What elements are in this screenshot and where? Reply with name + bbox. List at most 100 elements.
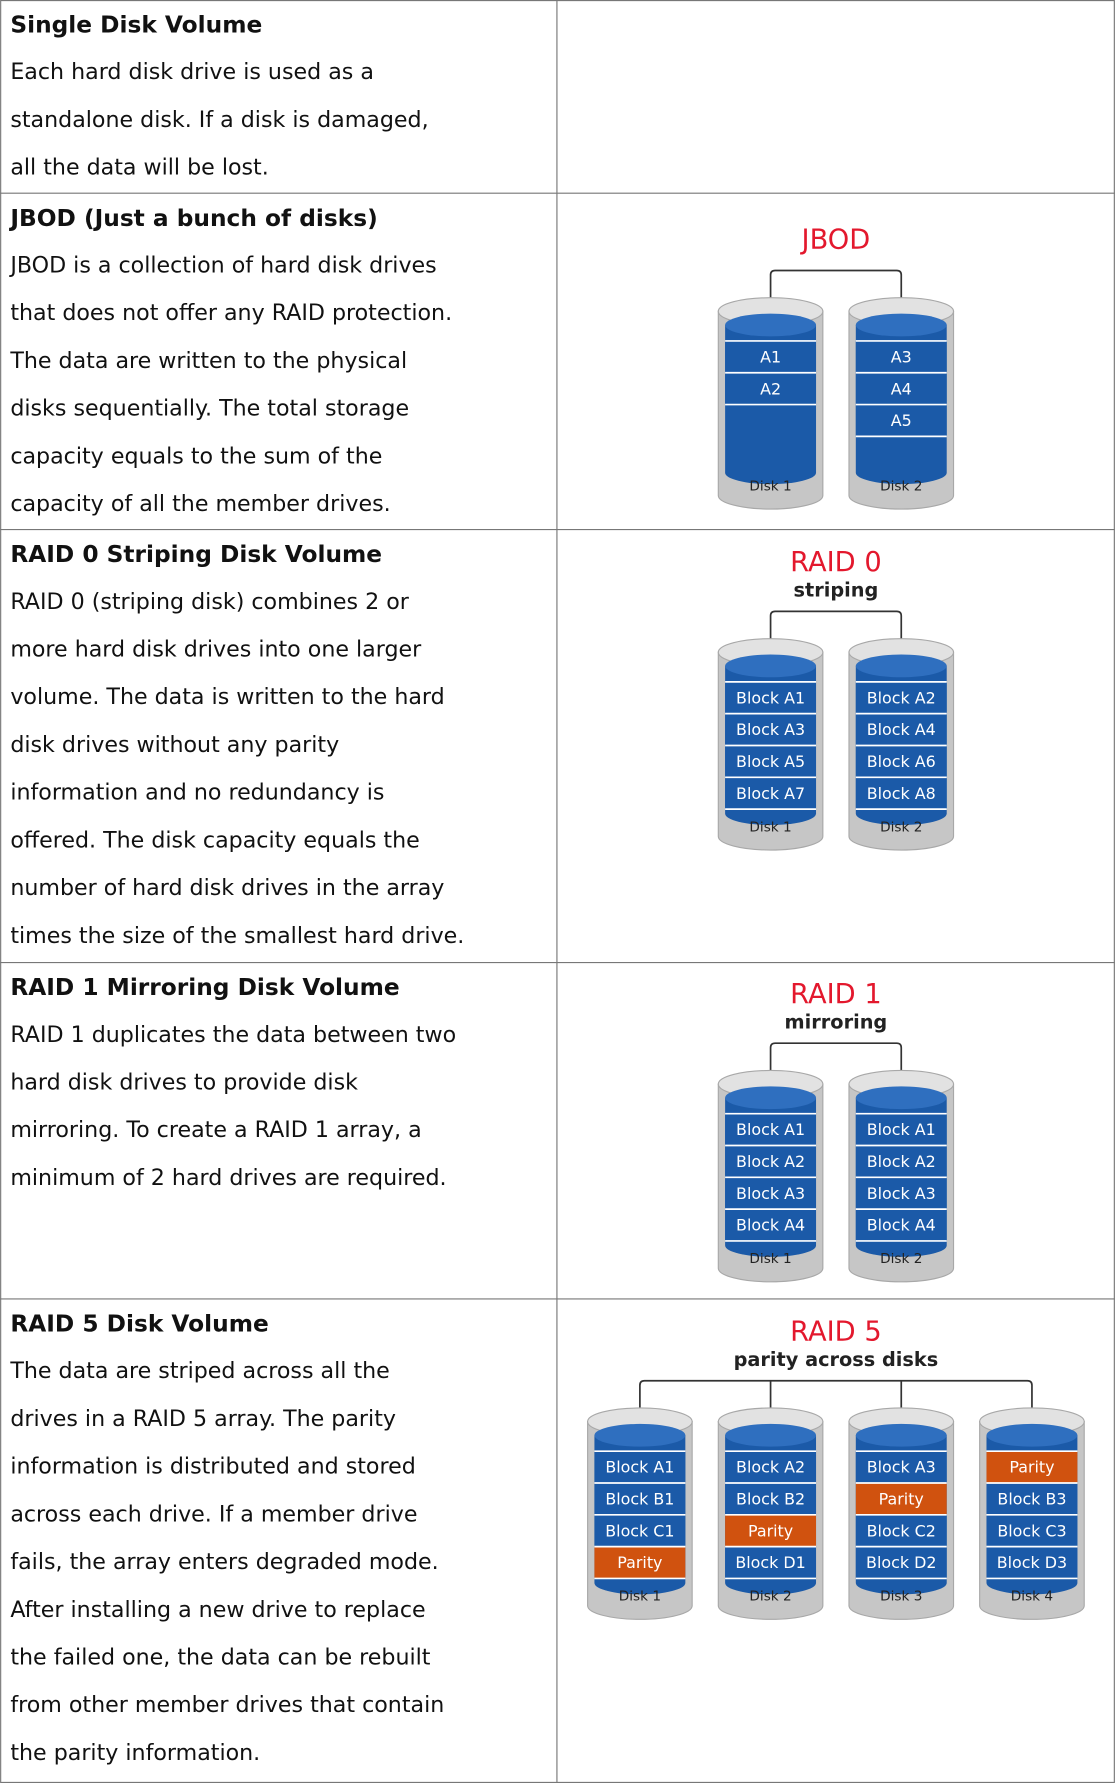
row-text: The data are striped across all the — [9, 1358, 389, 1384]
platter-top — [725, 313, 817, 337]
row-text: mirroring. To create a RAID 1 array, a — [10, 1117, 421, 1143]
bracket — [769, 269, 903, 316]
disk-label: Disk 2 — [749, 1589, 791, 1605]
row-text: drives in a RAID 5 array. The parity — [10, 1406, 396, 1432]
block-label: Block A3 — [867, 1184, 936, 1203]
block — [725, 681, 817, 714]
block-label: Block A8 — [867, 784, 936, 803]
block-label: Block B3 — [997, 1490, 1066, 1509]
block — [855, 1177, 947, 1210]
block-label: Block C2 — [867, 1521, 936, 1540]
block — [855, 1514, 947, 1547]
row-text: Each hard disk drive is used as a — [10, 59, 374, 85]
row-text: the parity information. — [10, 1740, 260, 1766]
block — [855, 1482, 947, 1515]
block-label: Block A1 — [605, 1458, 674, 1477]
block — [725, 1451, 817, 1483]
row-text: The data are written to the physical — [9, 348, 407, 374]
diagram-title: RAID 5 — [790, 1316, 882, 1347]
block — [725, 340, 817, 373]
disk-label: Disk 1 — [749, 819, 791, 835]
block-label: Block A3 — [867, 1458, 936, 1477]
disk-label: Disk 4 — [1011, 1589, 1053, 1605]
block-label: Block A4 — [736, 1216, 805, 1235]
platter-top — [986, 1423, 1078, 1447]
block — [986, 1482, 1078, 1515]
block — [855, 1113, 947, 1146]
block-label: Block A2 — [736, 1152, 805, 1171]
row-text: the failed one, the data can be rebuilt — [10, 1644, 430, 1670]
row-text: that does not offer any RAID protection. — [10, 300, 452, 326]
block — [855, 372, 947, 405]
block — [594, 1514, 686, 1547]
platter-top — [725, 1423, 817, 1447]
row-text: fails, the array enters degraded mode. — [10, 1549, 438, 1575]
disk: Block A1 Block A3 Block A5 Block A7 Disk 1 — [717, 638, 824, 851]
diagram-subtitle: parity across disks — [734, 1348, 939, 1371]
row-title: RAID 1 Mirroring Disk Volume — [10, 974, 399, 1001]
disk-label: Disk 2 — [880, 1251, 922, 1267]
row-title: RAID 5 Disk Volume — [10, 1311, 268, 1338]
block — [986, 1546, 1078, 1579]
row-text: times the size of the smallest hard driv… — [10, 923, 464, 949]
disk-label: Disk 1 — [749, 1251, 791, 1267]
block-label: Parity — [1009, 1458, 1054, 1477]
row-title: JBOD (Just a bunch of disks) — [8, 205, 377, 232]
block — [725, 1482, 817, 1515]
block-label: Block A1 — [867, 1120, 936, 1139]
block-label: Parity — [617, 1553, 662, 1572]
block-label: Block A1 — [736, 1120, 805, 1139]
bracket — [769, 1042, 903, 1089]
row-text: information and no redundancy is — [10, 780, 384, 806]
row-text: capacity of all the member drives. — [10, 491, 390, 517]
block — [594, 1451, 686, 1483]
block — [725, 1145, 817, 1178]
block-label: Block A2 — [867, 688, 936, 707]
block — [855, 404, 947, 437]
platter-top — [725, 1086, 817, 1110]
block — [986, 1514, 1078, 1547]
row-text: disks sequentially. The total storage — [10, 396, 409, 422]
block — [986, 1451, 1078, 1483]
block-label: A2 — [760, 379, 781, 398]
raid-diagram: JBOD A1 A2 Disk 1 A3 A4 A5 Disk 2 — [717, 224, 955, 510]
block — [725, 372, 817, 405]
disk: A1 A2 Disk 1 — [717, 297, 824, 510]
block-label: A1 — [760, 347, 781, 366]
block — [725, 1177, 817, 1210]
block-label: Block A3 — [736, 1184, 805, 1203]
block — [725, 745, 817, 778]
row-text: capacity equals to the sum of the — [10, 443, 382, 469]
platter-top — [855, 1423, 947, 1447]
block — [855, 1546, 947, 1579]
block-label: A5 — [891, 411, 912, 430]
disk: Block A2 Block A4 Block A6 Block A8 Disk 2 — [848, 638, 955, 851]
block-label: A4 — [891, 379, 912, 398]
disk: Block A1 Block A2 Block A3 Block A4 Disk 2 — [848, 1069, 955, 1283]
bracket — [769, 610, 903, 657]
block-label: Block A2 — [867, 1152, 936, 1171]
block-label: Block A6 — [867, 752, 936, 771]
disk-label: Disk 1 — [619, 1589, 661, 1605]
row-text: hard disk drives to provide disk — [10, 1069, 358, 1095]
block-label: Block A3 — [736, 720, 805, 739]
block-label: Block A4 — [867, 1216, 936, 1235]
row-text: RAID 0 (striping disk) combines 2 or — [10, 589, 409, 615]
platter-top — [594, 1423, 686, 1447]
block-label: Block D1 — [735, 1553, 805, 1572]
block — [855, 745, 947, 778]
block-label: Parity — [879, 1490, 924, 1509]
disk: Block A3 Parity Block C2 Block D2 Disk 3 — [848, 1407, 955, 1620]
row-text: from other member drives that contain — [10, 1692, 444, 1718]
diagram-title: RAID 0 — [790, 547, 882, 578]
disk: Block A2 Block B2 Parity Block D1 Disk 2 — [717, 1407, 824, 1620]
row-text: offered. The disk capacity equals the — [10, 827, 419, 853]
row-text: JBOD is a collection of hard disk drives — [8, 252, 436, 278]
row-text: information is distributed and stored — [10, 1454, 415, 1480]
block-label: Block A7 — [736, 784, 805, 803]
